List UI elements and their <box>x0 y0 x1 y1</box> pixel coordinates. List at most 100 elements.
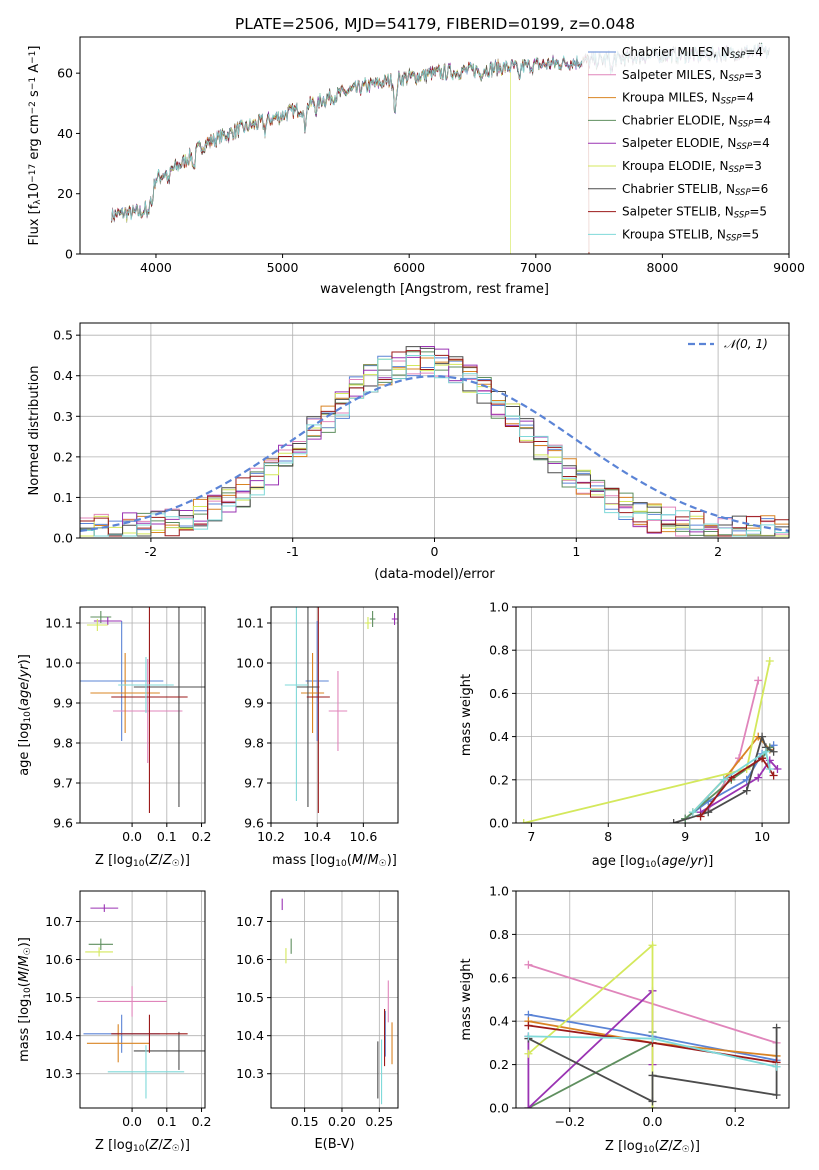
weight_vs_age-xlabel: age [log10(age/yr)] <box>592 854 714 870</box>
weight_vs_Z-ytick-label: 0.4 <box>489 1014 509 1029</box>
age_vs_mass-panel: 10.2 10.4 10.6 9.6 9.7 9.8 9.9 10.0 10.1 mass [lo… <box>236 606 399 869</box>
residuals-ytick-label: 0.5 <box>53 328 73 343</box>
mass_vs_ebv-ytick-label: 10.5 <box>236 990 264 1005</box>
spectrum-ylabel: Flux [fλ10−17 erg cm−2 s−1 A−1] <box>27 46 43 246</box>
spectrum-ytick-label: 40 <box>57 126 73 141</box>
residuals-panel: -2 -1 0 1 2 0.0 0.1 0.2 0.3 0.4 0.5 𝒩(0, 1) (data-mo… <box>27 322 790 582</box>
residuals-xtick-label: -2 <box>145 544 157 559</box>
weight_vs_age-marker-kroupa-stelib <box>719 775 728 784</box>
spectrum-legend: Chabrier MILES, NSSP=4 Salpeter MILES, NS… <box>582 44 782 252</box>
age_vs_mass-ytick-label: 9.7 <box>244 776 264 791</box>
age_vs_mass-xtick-label: 10.4 <box>303 829 331 844</box>
weight_vs_age-marker-chabrier-stelib <box>758 732 767 741</box>
residuals-ytick-label: 0.3 <box>53 409 73 424</box>
weight_vs_age-ytick-label: 1.0 <box>489 600 509 615</box>
residuals-xtick-label: 2 <box>714 544 722 559</box>
weight_vs_Z-ytick-label: 0.0 <box>489 1101 509 1116</box>
weight_vs_age-marker-chabrier-stelib <box>669 819 678 823</box>
weight_vs_age-marker-salpeter-elodie <box>773 765 782 773</box>
weight_vs_Z-marker-chabrier-stelib <box>772 1023 781 1032</box>
spectrum-ytick-label: 60 <box>57 66 73 81</box>
weight_vs_age-marker-salpeter-stelib <box>769 771 778 780</box>
weight_vs_age-ytick-label: 0.8 <box>489 643 509 658</box>
weight_vs_age-panel: 7 8 9 10 0.0 0.2 0.4 0.6 0.8 1.0 age [log10(age/yr… <box>459 600 790 870</box>
age_vs_mass-ytick-label: 9.6 <box>244 816 264 831</box>
residuals-ytick-label: 0.2 <box>53 449 73 464</box>
weight_vs_Z-marker-salpeter-miles <box>524 960 533 969</box>
mass_vs_Z-ytick-label: 10.3 <box>45 1066 73 1081</box>
age_vs_mass-ytick-label: 9.9 <box>244 696 264 711</box>
mass_vs_Z-xtick-label: 0.0 <box>122 1114 142 1129</box>
weight_vs_age-marker-chabrier-stelib <box>742 786 751 795</box>
age_vs_mass-xlabel: mass [log10(M/M☉)] <box>272 853 397 869</box>
mass_vs_ebv-ytick-label: 10.7 <box>236 914 264 929</box>
mass_vs_Z-xtick-label: 0.1 <box>157 1114 177 1129</box>
age_vs_mass-ytick-label: 10.0 <box>236 656 264 671</box>
residuals-ylabel: Normed distribution <box>27 366 42 496</box>
weight_vs_Z-marker-chabrier-stelib <box>772 1090 781 1099</box>
mass_vs_ebv-xtick-label: 0.25 <box>365 1114 393 1129</box>
age_vs_Z-xtick-label: 0.0 <box>122 829 142 844</box>
gaussian-legend-label: 𝒩(0, 1) <box>724 337 768 351</box>
spectrum-xtick-label: 7000 <box>520 260 552 275</box>
weight_vs_Z-ytick-label: 0.8 <box>489 927 509 942</box>
age_vs_mass-xtick-label: 10.2 <box>257 829 285 844</box>
mass_vs_Z-ytick-label: 10.4 <box>45 1028 73 1043</box>
mass_vs_ebv-xtick-label: 0.20 <box>328 1114 356 1129</box>
age_vs_Z-ytick-label: 9.6 <box>53 816 73 831</box>
weight_vs_Z-xtick-label: 0.2 <box>725 1114 745 1129</box>
weight_vs_Z-line-kroupa-elodie <box>527 943 654 1108</box>
residuals-xtick-label: 1 <box>572 544 580 559</box>
weight_vs_age-xtick-label: 9 <box>681 829 689 844</box>
age_vs_Z-xlabel: Z [log10(Z/Z☉)] <box>95 853 190 869</box>
weight_vs_Z-marker-salpeter-stelib <box>524 1021 533 1030</box>
age_vs_mass-ytick-label: 10.1 <box>236 616 264 631</box>
weight_vs_Z-xtick-label: −0.2 <box>555 1114 585 1129</box>
weight_vs_age-marker-kroupa-elodie <box>519 819 528 823</box>
weight_vs_Z-panel: −0.2 0.0 0.2 0.0 0.2 0.4 0.6 0.8 1.0 Z [log10(Z/Z… <box>459 884 790 1155</box>
panels: 4000 5000 6000 7000 8000 90000204060wavelengt… <box>17 36 805 1155</box>
weight_vs_age-xtick-label: 8 <box>604 829 612 844</box>
spectrum-model-kroupa-elodie <box>111 60 511 254</box>
weight_vs_age-ytick-label: 0.0 <box>489 816 509 831</box>
weight_vs_age-xtick-label: 10 <box>754 829 770 844</box>
weight_vs_Z-ytick-label: 0.6 <box>489 970 509 985</box>
mass_vs_ebv-ytick-label: 10.4 <box>236 1028 264 1043</box>
weight_vs_Z-marker-kroupa-stelib <box>524 1032 533 1041</box>
spectrum-ytick-label: 0 <box>65 247 73 262</box>
mass_vs_ebv-panel: 0.15 0.20 0.25 10.3 10.4 10.5 10.6 10.7 <box>236 890 399 1129</box>
weight_vs_age-marker-kroupa-stelib <box>688 808 697 817</box>
residuals-ytick-label: 0.1 <box>53 490 73 505</box>
weight_vs_age-marker-salpeter-stelib <box>696 812 705 821</box>
gaussian-curve <box>80 375 789 532</box>
weight_vs_age-frame <box>515 606 790 824</box>
mass_vs_ebv-ytick-label: 10.6 <box>236 952 264 967</box>
residuals-xtick-label: 0 <box>431 544 439 559</box>
spectrum-model-salpeter-stelib <box>111 56 590 254</box>
age_vs_Z-ytick-label: 9.9 <box>53 696 73 711</box>
spectrum-legend-box <box>582 44 782 252</box>
legend-entry-kroupa-miles: Kroupa MILES, NSSP=4 <box>622 91 754 107</box>
spectrum-panel: 4000 5000 6000 7000 8000 9000 0 20 40 60 wavelengt… <box>27 36 805 297</box>
weight_vs_age-ytick-label: 0.4 <box>489 729 509 744</box>
spectrum-model-kroupa-miles <box>111 54 590 254</box>
age_vs_Z-xtick-label: 0.1 <box>157 829 177 844</box>
age_vs_Z-ytick-label: 9.7 <box>53 776 73 791</box>
spectrum-xtick-label: 4000 <box>140 260 172 275</box>
weight_vs_Z-marker-chabrier-stelib <box>648 1097 657 1106</box>
age_vs_Z-frame <box>79 606 206 824</box>
weight_vs_Z-line-salpeter-elodie <box>527 988 654 1108</box>
mass_vs_Z-xtick-label: 0.2 <box>192 1114 212 1129</box>
weight_vs_Z-marker-salpeter-elodie <box>524 1104 533 1108</box>
residuals-xtick-label: -1 <box>286 544 298 559</box>
weight_vs_Z-xlabel: Z [log10(Z/Z☉)] <box>605 1139 700 1155</box>
weight_vs_age-xtick-label: 7 <box>527 829 535 844</box>
weight_vs_Z-plot <box>524 941 781 1108</box>
mass_vs_Z-panel: 0.0 0.1 0.2 10.3 10.4 10.5 10.6 10.7 Z [log10(Z/… <box>17 890 212 1154</box>
mass_vs_Z-ytick-label: 10.5 <box>45 990 73 1005</box>
legend-entry-salpeter-elodie: Salpeter ELODIE, NSSP=4 <box>622 136 770 152</box>
weight_vs_age-marker-kroupa-stelib <box>761 747 770 756</box>
age_vs_Z-xtick-label: 0.2 <box>192 829 212 844</box>
figure-title: PLATE=2506, MJD=54179, FIBERID=0199, z=0… <box>235 15 635 33</box>
